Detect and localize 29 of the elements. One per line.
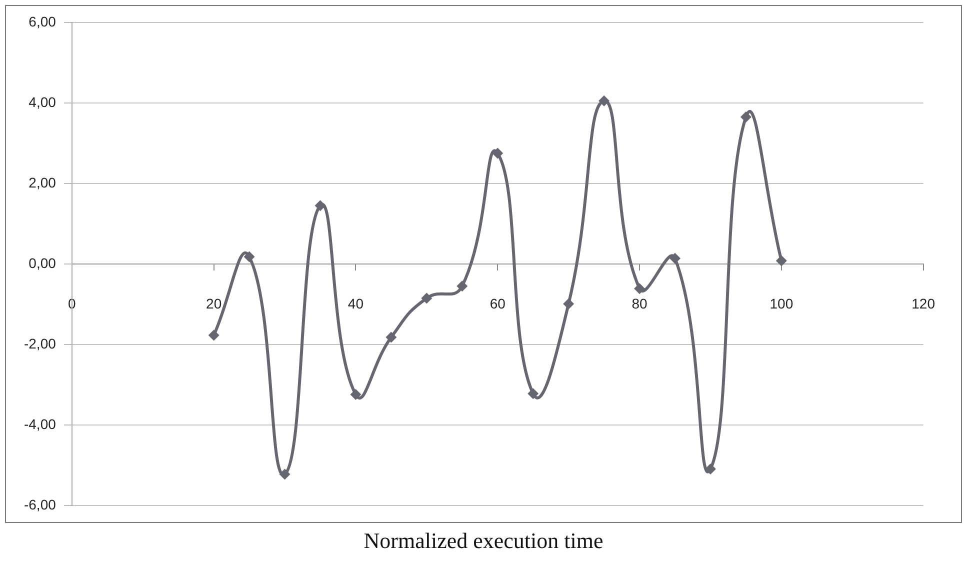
point	[421, 292, 432, 304]
point	[456, 280, 468, 292]
point	[208, 330, 220, 341]
point	[598, 95, 610, 106]
point	[634, 283, 646, 294]
x-tick-label: 80	[632, 295, 648, 312]
y-tick-label: 6,00	[28, 13, 56, 30]
x-tick-label: 20	[206, 295, 222, 312]
point	[563, 298, 574, 310]
point	[279, 468, 290, 480]
y-tick-label: -6,00	[24, 496, 56, 512]
y-tick-label: 4,00	[28, 94, 56, 110]
point	[386, 332, 397, 343]
y-tick-label: 0,00	[28, 254, 56, 271]
x-tick-label: 40	[348, 295, 364, 312]
x-tick-label: 60	[490, 295, 506, 312]
point	[492, 148, 504, 159]
y-tick-label: -4,00	[24, 416, 56, 432]
point	[350, 388, 362, 400]
point	[669, 252, 680, 264]
y-tick-label: -2,00	[24, 335, 56, 352]
x-tick-label: 120	[912, 295, 936, 312]
point	[528, 388, 539, 400]
x-axis-title: Normalized execution time	[362, 528, 604, 554]
point	[776, 255, 787, 266]
point	[740, 112, 752, 123]
point	[244, 251, 255, 262]
y-tick-label: 2,00	[28, 174, 56, 190]
x-tick-label: 100	[770, 295, 794, 312]
